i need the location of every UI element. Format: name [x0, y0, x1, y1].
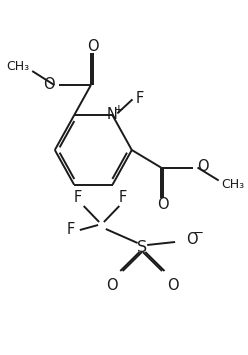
- Text: −: −: [192, 226, 204, 240]
- Text: O: O: [106, 279, 117, 294]
- Text: O: O: [87, 39, 99, 54]
- Text: +: +: [114, 103, 124, 116]
- Text: N: N: [107, 107, 118, 122]
- Text: F: F: [136, 91, 144, 106]
- Text: F: F: [67, 223, 75, 237]
- Text: O: O: [157, 197, 169, 212]
- Text: O: O: [197, 159, 209, 174]
- Text: O: O: [167, 279, 179, 294]
- Text: CH₃: CH₃: [6, 60, 29, 72]
- Text: F: F: [74, 191, 82, 206]
- Text: F: F: [119, 191, 127, 206]
- Text: O: O: [186, 233, 197, 247]
- Text: O: O: [43, 77, 54, 92]
- Text: CH₃: CH₃: [221, 178, 245, 191]
- Text: S: S: [137, 240, 148, 255]
